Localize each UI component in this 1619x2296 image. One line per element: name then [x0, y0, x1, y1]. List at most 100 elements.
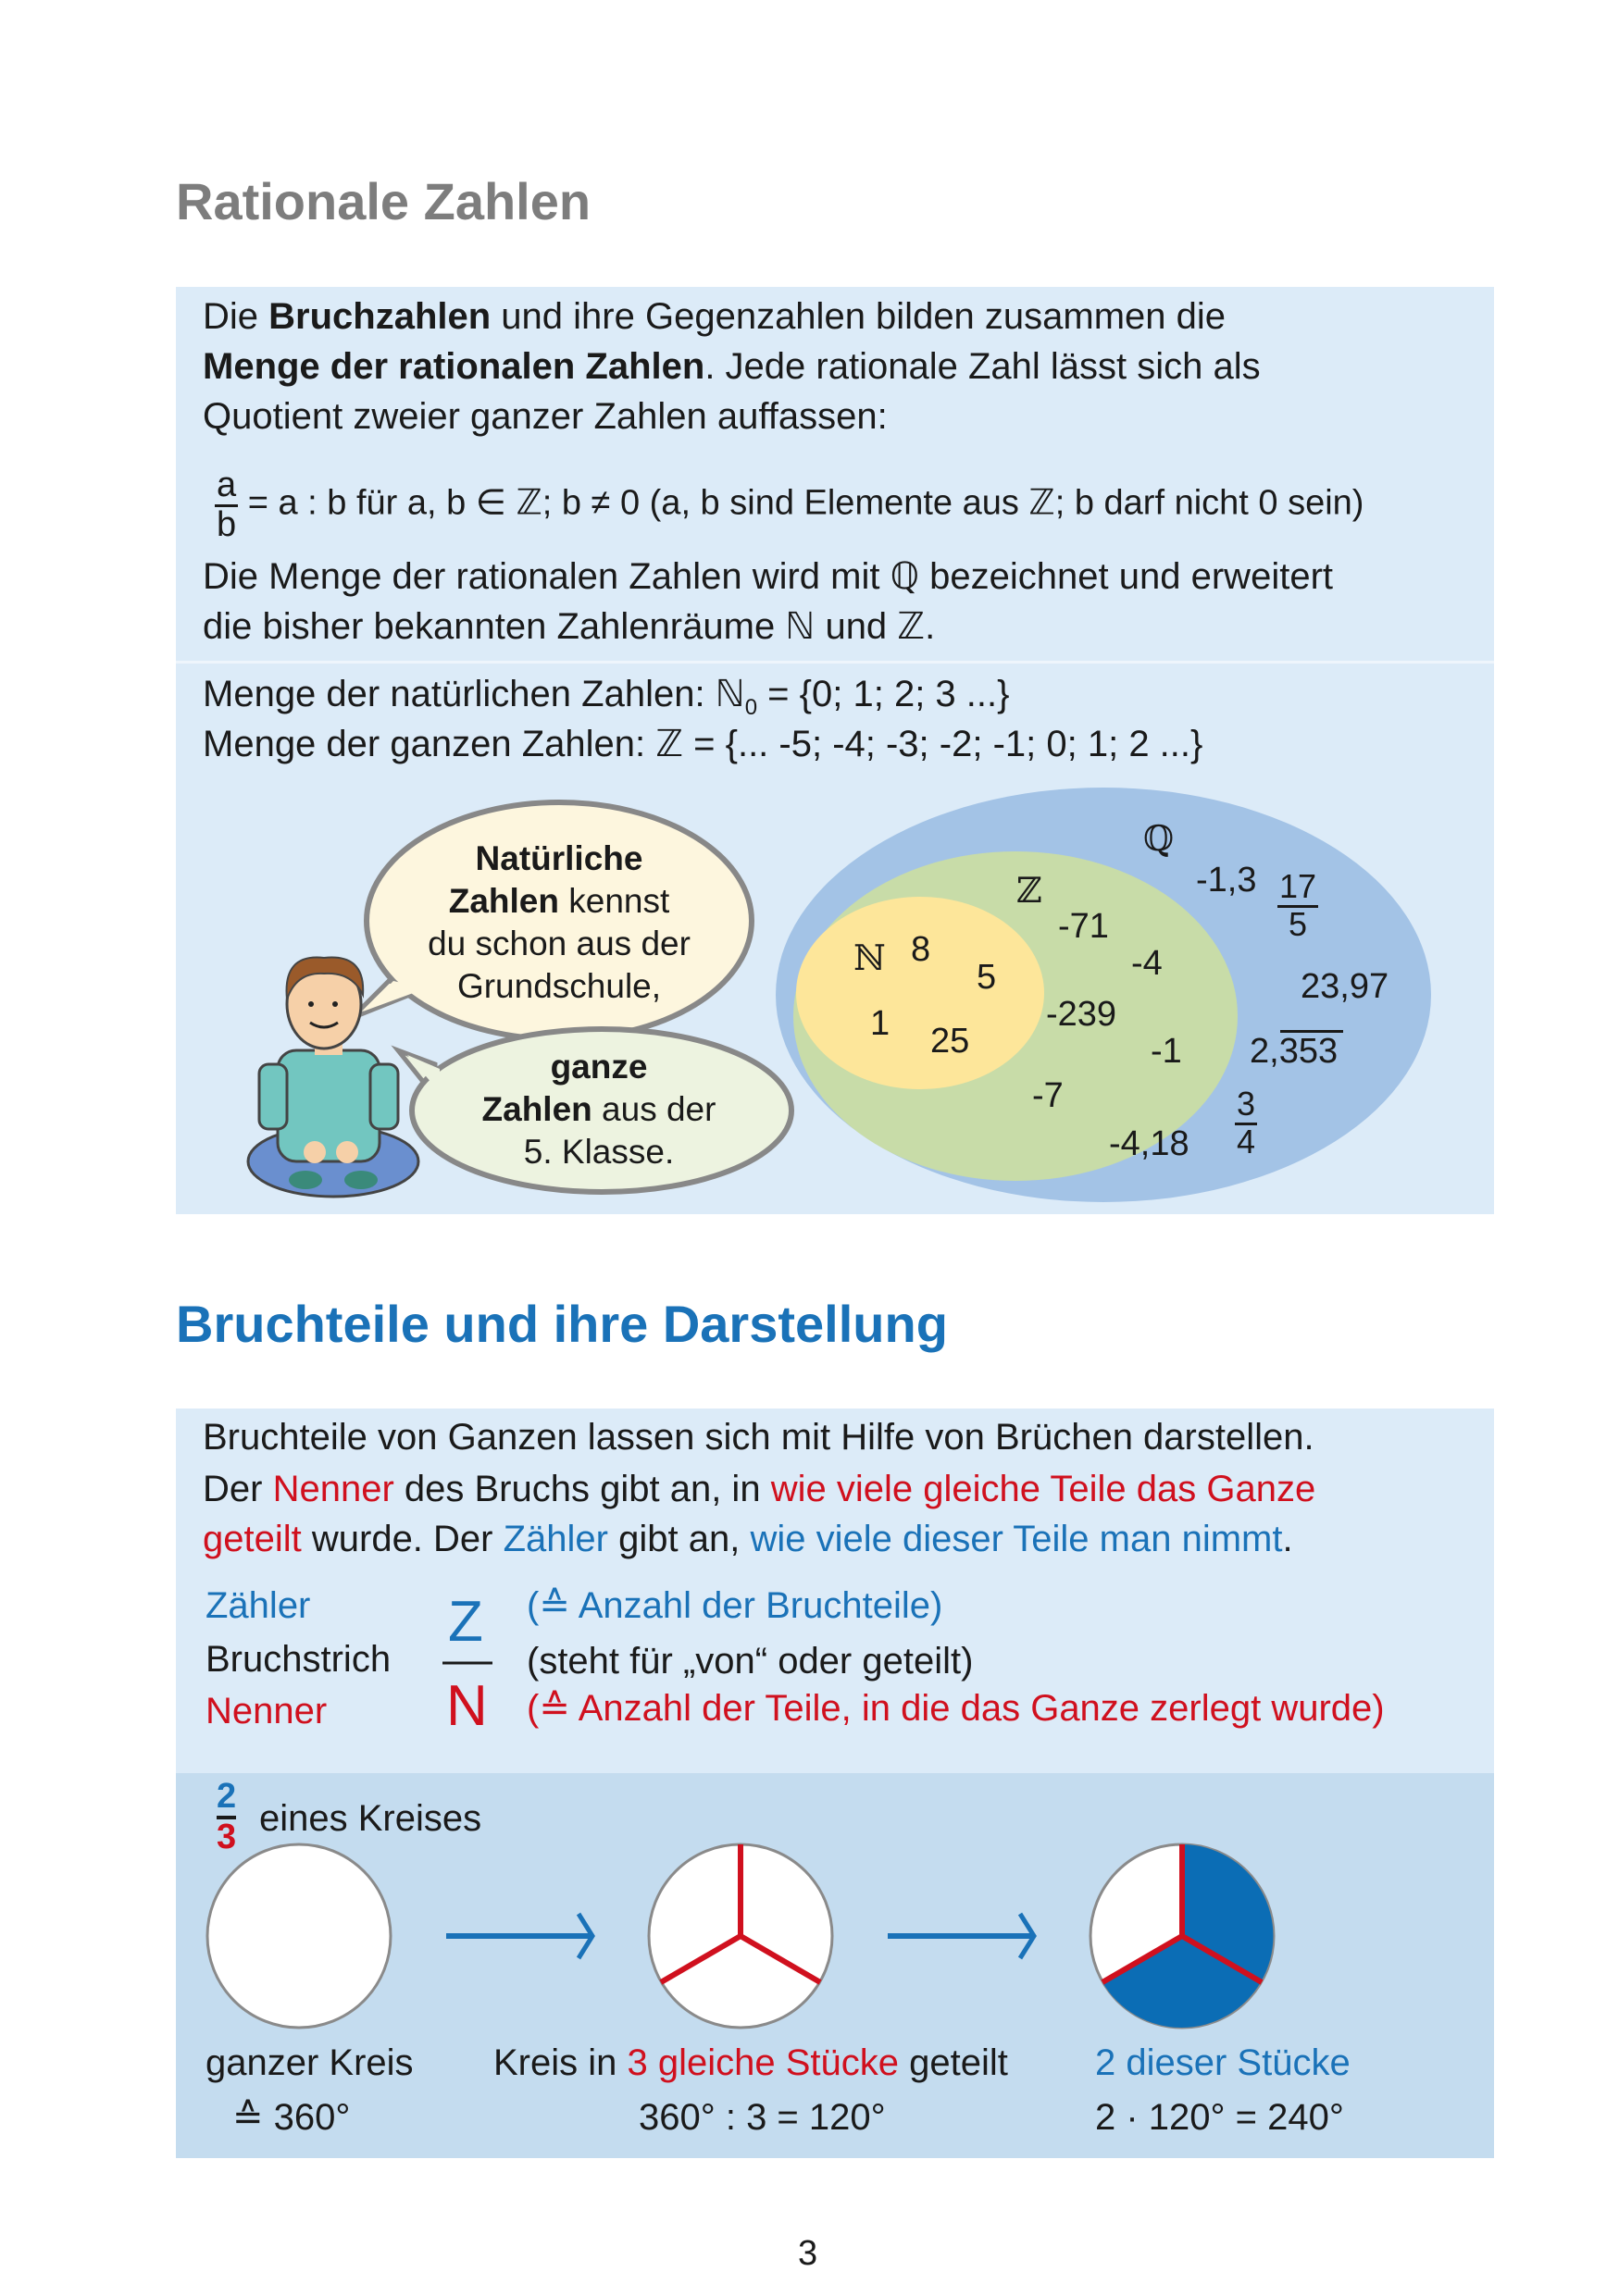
- filled-two-thirds: [1102, 1844, 1274, 2028]
- paragraph-line: Menge der rationalen Zahlen. Jede ration…: [203, 348, 1261, 385]
- text: und ihre Gegenzahlen bilden zusammen die: [491, 296, 1227, 337]
- divider-lines: [1101, 1844, 1264, 1985]
- arrow-1: [446, 1912, 595, 1960]
- term-zaehler: Zähler: [503, 1519, 608, 1559]
- venn-number: 1: [870, 1004, 890, 1043]
- section-title-bruchteile: Bruchteile und ihre Darstellung: [176, 1295, 948, 1353]
- venn-number: 5: [977, 958, 997, 997]
- subscript: 0: [744, 695, 758, 720]
- info-box-fractions: [176, 1409, 1494, 1773]
- term-nenner: Nenner: [272, 1469, 394, 1509]
- repeating-decimal: 2,353: [1250, 1032, 1339, 1071]
- denominator: 3: [217, 1818, 237, 1856]
- text: Menge der natürlichen Zahlen: ℕ: [203, 674, 745, 714]
- venn-number: 23,97: [1301, 967, 1389, 1006]
- bold-term: Bruchzahlen: [268, 296, 492, 337]
- caption-divided-circle: Kreis in 3 gleiche Stücke geteilt: [493, 2044, 1008, 2081]
- nenner-description: (≙ Anzahl der Teile, in die das Ganze ze…: [527, 1688, 1385, 1729]
- divider: [176, 661, 1494, 664]
- text: des Bruchs gibt an, in: [393, 1469, 771, 1509]
- speech-bubble-2: [391, 1026, 794, 1195]
- text: Kreis in: [493, 2042, 628, 2083]
- venn-number: -4: [1131, 944, 1163, 983]
- repeat-bar: [1280, 1030, 1343, 1033]
- paragraph-line: Die Bruchzahlen und ihre Gegenzahlen bil…: [203, 298, 1226, 335]
- paragraph-line: die bisher bekannten Zahlenräume ℕ und ℤ…: [203, 606, 936, 647]
- text: . Jede rationale Zahl lässt sich als: [704, 346, 1261, 387]
- text: Der: [203, 1469, 273, 1509]
- venn-number-repeating: 2,353: [1250, 1032, 1338, 1072]
- venn-number: -239: [1046, 995, 1117, 1034]
- venn-number: -1: [1151, 1032, 1182, 1071]
- text: geteilt: [899, 2042, 1008, 2083]
- text: du schon aus der: [428, 925, 691, 962]
- text: = {0; 1; 2; 3 ...}: [757, 674, 1010, 714]
- bold-text: Zahlen: [448, 882, 559, 920]
- venn-fraction: 17 5: [1277, 870, 1319, 943]
- paragraph-line: Der Nenner des Bruchs gibt an, in wie vi…: [203, 1471, 1315, 1508]
- paragraph-line: geteilt wurde. Der Zähler gibt an, wie v…: [203, 1520, 1293, 1558]
- venn-set-N: [796, 897, 1044, 1089]
- divider-lines: [659, 1844, 822, 1985]
- text: kennst: [558, 882, 670, 920]
- symbol-N: N: [446, 1674, 488, 1738]
- text: aus der: [592, 1090, 716, 1128]
- caption-two-pieces: 2 dieser Stücke: [1095, 2042, 1351, 2083]
- highlight: geteilt: [203, 1519, 302, 1559]
- venn-label-N: ℕ: [853, 937, 886, 978]
- symbol-Z: Z: [448, 1590, 483, 1654]
- venn-number: -7: [1032, 1076, 1064, 1115]
- value-whole-circle: ≙ 360°: [232, 2097, 351, 2138]
- numerator: 2: [217, 1779, 237, 1819]
- venn-label-Z: ℤ: [1016, 870, 1042, 911]
- bold-text: Natürliche: [475, 839, 643, 877]
- numerator: a: [215, 467, 239, 507]
- bold-text: ganze: [550, 1048, 648, 1086]
- highlight: wie viele gleiche Teile das Ganze: [770, 1469, 1316, 1509]
- formula-text: = a : b für a, b ∈ ℤ; b ≠ 0 (a, b sind E…: [238, 483, 1364, 523]
- text: gibt an,: [608, 1519, 751, 1559]
- highlight: 3 gleiche Stücke: [627, 2042, 900, 2083]
- venn-label-Q: ℚ: [1143, 818, 1175, 859]
- arrow-2: [888, 1912, 1037, 1960]
- text: wurde. Der: [301, 1519, 504, 1559]
- highlight: wie viele dieser Teile man nimmt: [750, 1519, 1283, 1559]
- paragraph-line: Quotient zweier ganzer Zahlen auffassen:: [203, 396, 888, 437]
- bold-term: Menge der rationalen Zahlen: [203, 346, 705, 387]
- boy-illustration: [246, 956, 420, 1198]
- value-two-pieces: 2 · 120° = 240°: [1095, 2097, 1344, 2138]
- venn-number: -71: [1058, 907, 1109, 946]
- value-divided-circle: 360° : 3 = 120°: [639, 2097, 886, 2138]
- bubble-1-text: Natürliche Zahlen kennst du schon aus de…: [420, 838, 698, 1008]
- text: .: [1282, 1519, 1293, 1559]
- paragraph-line: Bruchteile von Ganzen lassen sich mit Hi…: [203, 1417, 1314, 1458]
- example-label: eines Kreises: [259, 1798, 482, 1839]
- whole-circle: [205, 1843, 392, 2029]
- bold-text: Zahlen: [481, 1090, 592, 1128]
- natural-numbers-set: Menge der natürlichen Zahlen: ℕ0 = {0; 1…: [203, 676, 1009, 719]
- venn-number: -4,18: [1109, 1124, 1189, 1163]
- venn-number: -1,3: [1196, 861, 1257, 900]
- text: Die: [203, 296, 269, 337]
- text: 5. Klasse.: [523, 1133, 675, 1171]
- paragraph-line: Die Menge der rationalen Zahlen wird mit…: [203, 556, 1333, 597]
- numerator: 3: [1235, 1087, 1258, 1125]
- numerator: 17: [1277, 870, 1319, 908]
- text: Grundschule,: [456, 967, 662, 1005]
- denominator: b: [217, 505, 237, 544]
- venn-number: 25: [930, 1022, 970, 1061]
- denominator: 4: [1237, 1123, 1256, 1160]
- label-bruchstrich: Bruchstrich: [205, 1639, 392, 1680]
- caption-whole-circle: ganzer Kreis: [205, 2042, 414, 2083]
- example-box-circle: [176, 1773, 1494, 2158]
- bubble-2-text: ganze Zahlen aus der 5. Klasse.: [460, 1046, 738, 1173]
- denominator: 5: [1289, 905, 1308, 943]
- section-title-rationale-zahlen: Rationale Zahlen: [176, 172, 592, 230]
- label-zaehler: Zähler: [205, 1585, 311, 1626]
- page-number: 3: [798, 2234, 818, 2273]
- venn-number: 8: [911, 930, 931, 969]
